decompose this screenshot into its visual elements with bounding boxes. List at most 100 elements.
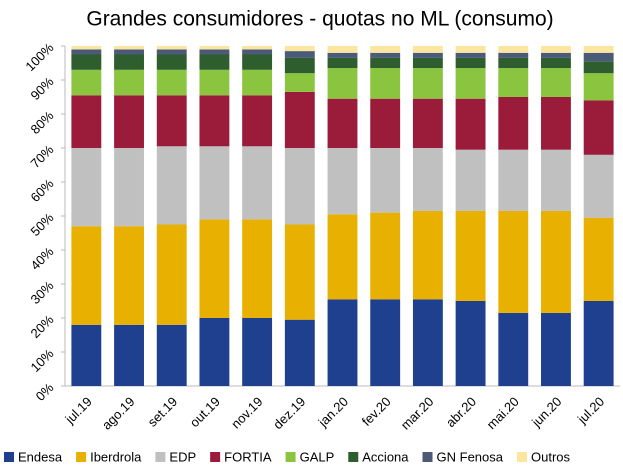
bar-segment [284,148,315,225]
bar-segment [370,148,401,213]
bar-segment [327,98,358,148]
bar-segment [242,219,273,318]
x-tick-label: mai.20 [484,394,522,432]
x-tick-label: jun.20 [528,394,564,430]
bar-segment [541,46,571,53]
bar-segment [114,54,144,70]
bar-segment [327,52,358,58]
bar-segment [242,318,273,386]
y-tick-label: 90% [28,74,57,103]
bar-segment [71,226,102,325]
bar-segment [412,52,443,58]
bar-segment [199,95,230,147]
x-tick-label: jul.20 [574,394,607,427]
bar-segment [327,214,358,300]
bar-segment [498,57,529,69]
bar-segment [412,98,443,148]
y-tick-label: 10% [28,346,57,375]
bar-segment [541,312,571,386]
bar-segment [284,57,315,74]
legend-swatch [210,452,221,462]
bar-segment [370,52,401,58]
bar-segment [583,52,614,62]
bar-segment [455,57,486,69]
bar-segment [583,154,614,218]
bar-segment [455,98,486,150]
x-tick-label: mar.20 [398,394,437,433]
bar-segment [541,97,571,150]
legend-label: FORTIA [224,449,272,464]
bar-segment [498,312,529,386]
x-tick-label: out.19 [187,394,223,430]
bar-segment [71,54,102,70]
bar-segment [114,49,144,55]
bar-segment [284,91,315,148]
bar-segment [114,226,144,325]
bar-segment [114,148,144,227]
bar-segment [242,69,273,96]
bar-segment [455,149,486,211]
bar-segment [583,73,614,101]
bar-segment [498,52,529,58]
bar-segment [114,324,144,386]
bar-segment [156,146,187,225]
bar-segment [541,57,571,69]
x-tick-label: fev.20 [359,394,394,429]
bar-segment [455,46,486,53]
bar-segment [541,52,571,58]
bar-segment [370,98,401,148]
bar-segment [242,49,273,55]
bar-segment [498,149,529,211]
y-tick-label: 100% [22,40,56,74]
bar-segment [156,324,187,386]
bar-segment [242,95,273,147]
bar-segment [541,210,571,313]
y-tick-label: 40% [28,244,57,273]
legend-label: Acciona [362,449,409,464]
bar-segment [583,61,614,74]
bar-segment [327,57,358,69]
legend-swatch [155,452,166,462]
bar-segment [199,219,230,318]
legend-label: Iberdrola [90,449,142,464]
y-tick-label: 50% [28,210,57,239]
x-tick-label: set.19 [145,394,181,430]
bar-segment [71,46,102,50]
bar-segment [242,146,273,220]
bar-segment [583,217,614,301]
legend-label: GALP [300,449,335,464]
bar-segment [284,46,315,52]
bar-segment [199,54,230,70]
x-tick-label: jan.20 [315,394,351,430]
bar-segment [156,95,187,147]
bar-segment [370,68,401,99]
bar-segment [541,68,571,97]
bar-segment [156,54,187,70]
bar-segment [412,57,443,69]
bar-segment [455,68,486,99]
bar-segment [583,46,614,53]
bar-segment [199,69,230,96]
bar-segment [412,148,443,211]
legend-swatch [348,452,359,462]
x-tick-label: ago.19 [99,394,138,433]
bar-segment [327,299,358,386]
legend-label: Outros [531,449,571,464]
y-tick-label: 70% [28,142,57,171]
bar-segment [498,46,529,53]
y-tick-label: 60% [28,176,57,205]
bar-segment [455,301,486,386]
bar-segment [114,95,144,148]
bar-segment [284,319,315,386]
bar-segment [71,148,102,227]
bar-segment [199,146,230,220]
bar-segment [242,54,273,70]
bar-segment [455,52,486,58]
bar-segment [114,69,144,96]
bar-segment [498,97,529,150]
legend-label: Endesa [18,449,63,464]
x-tick-label: abr.20 [443,394,479,430]
y-tick-label: 30% [28,278,57,307]
legend-swatch [517,452,527,462]
